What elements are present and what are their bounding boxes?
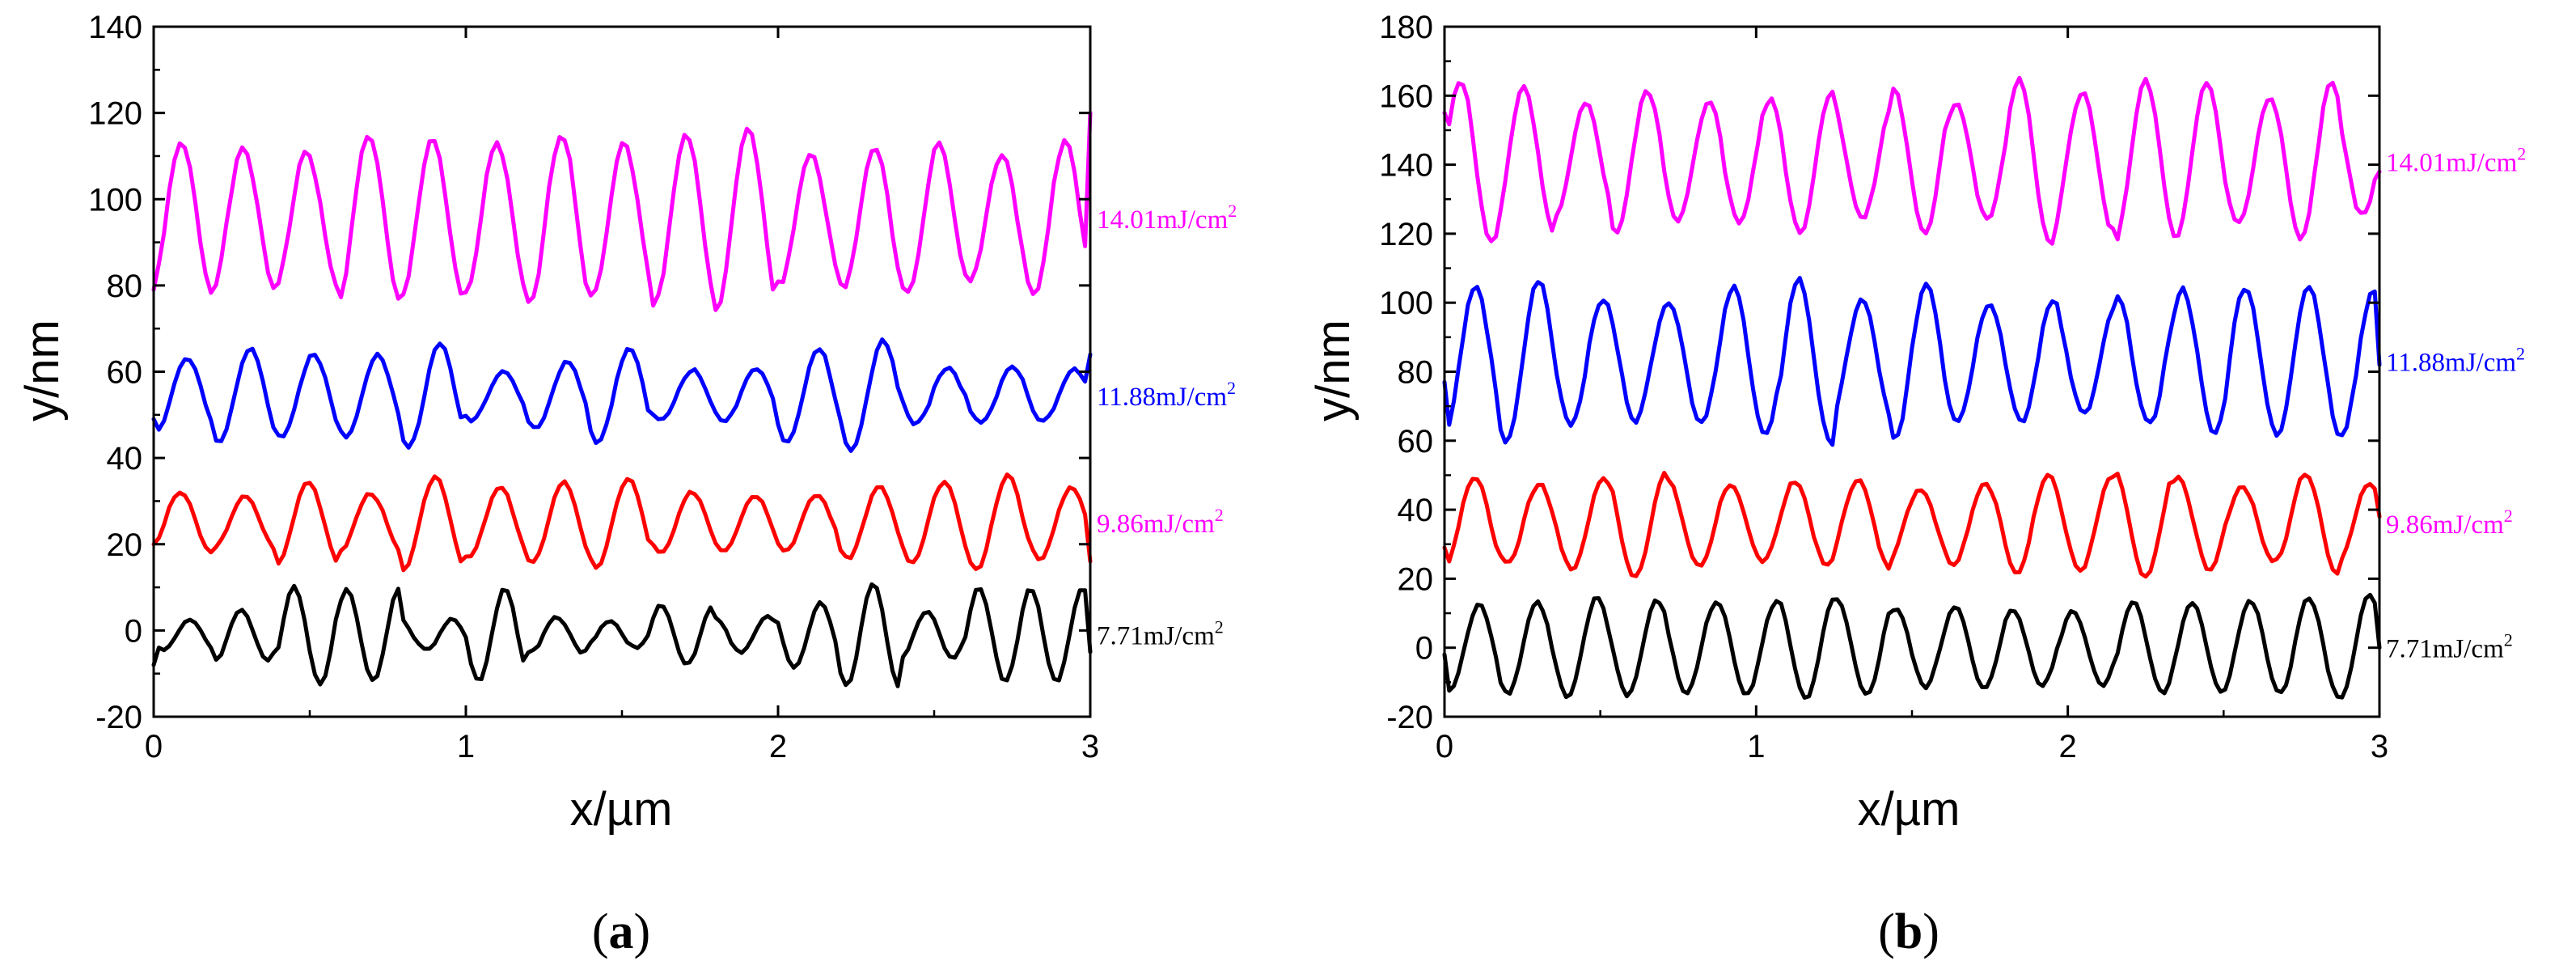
panel-a-x-tick-label: 3: [1081, 729, 1099, 764]
panel-b-series-label-3: 9.86mJ/cm2: [2386, 506, 2513, 540]
panel-a-series-line-2: [151, 337, 1093, 453]
panel-b-series-label-1: 14.01mJ/cm2: [2386, 143, 2526, 177]
panel-b-y-tick-label: 20: [1398, 561, 1434, 597]
panel-a-x-tick-label: 1: [457, 729, 475, 764]
panel-b-y-tick-label: 140: [1379, 148, 1433, 184]
panel-a-y-tick-label: 80: [107, 269, 143, 304]
panel-a-y-axis-label: y/nm: [16, 320, 69, 421]
panel-b-y-tick-label: 40: [1398, 493, 1434, 528]
panel-a-x-tick-label: 2: [769, 729, 787, 764]
panel-b-y-tick-label: 60: [1398, 424, 1434, 459]
panel-b-y-tick-label: 120: [1379, 217, 1433, 252]
panel-b-y-tick-label: 100: [1379, 286, 1433, 321]
panel-b-y-tick-label: 80: [1398, 355, 1434, 391]
panel-b-x-tick-label: 2: [2059, 729, 2077, 764]
panel-b-x-tick-label: 1: [1747, 729, 1765, 764]
panel-a-series-label-2: 11.88mJ/cm2: [1097, 378, 1236, 412]
panel-b-series-line-2: [1442, 276, 2382, 447]
panel-a-series-label-4: 7.71mJ/cm2: [1097, 617, 1224, 651]
panel-a-series-line-1: [151, 111, 1093, 312]
panel-a-frame: [152, 25, 1092, 718]
panel-b-series-line-4: [1442, 592, 2382, 700]
panel-a-series-line-3: [151, 472, 1093, 573]
panel-a-y-tick-label: 40: [107, 441, 143, 476]
panel-b-x-axis-label: x/µm: [1858, 783, 1961, 836]
panel-a-y-tick-label: 20: [107, 527, 143, 563]
panel-b-y-tick-label: 180: [1379, 10, 1433, 45]
panel-a-y-tick-label: 140: [88, 10, 142, 45]
panel-a-y-tick-label: 120: [88, 96, 142, 132]
panel-a-x-tick-label: 0: [145, 729, 163, 764]
panel-a-series-label-3: 9.86mJ/cm2: [1097, 505, 1224, 539]
panel-a-y-tick-label: 0: [125, 613, 142, 649]
panel-b-series-line-3: [1442, 471, 2382, 579]
panel-b-x-tick-label: 3: [2371, 729, 2388, 764]
panel-b-y-axis-label: y/nm: [1307, 320, 1360, 421]
panel-b-caption: (b): [1878, 904, 1939, 959]
panel-a-series-line-4: [151, 582, 1093, 688]
panel-b-y-tick-label: 160: [1379, 78, 1433, 114]
panel-a-caption: (a): [592, 904, 650, 959]
panel-b-series-line-1: [1442, 75, 2382, 246]
panel-a-y-tick-label: 100: [88, 182, 142, 218]
panel-b-y-tick-label: -20: [1386, 700, 1433, 735]
panel-b-x-tick-label: 0: [1436, 729, 1453, 764]
panel-b-series-label-4: 7.71mJ/cm2: [2386, 630, 2513, 664]
panel-a-y-tick-label: -20: [95, 700, 142, 735]
panel-a-x-axis-label: x/µm: [570, 783, 673, 836]
panel-b-series-label-2: 11.88mJ/cm2: [2386, 344, 2525, 378]
panel-a-y-tick-label: 60: [107, 355, 143, 391]
panel-a-series-label-1: 14.01mJ/cm2: [1097, 201, 1237, 235]
panel-b-y-tick-label: 0: [1415, 631, 1433, 667]
